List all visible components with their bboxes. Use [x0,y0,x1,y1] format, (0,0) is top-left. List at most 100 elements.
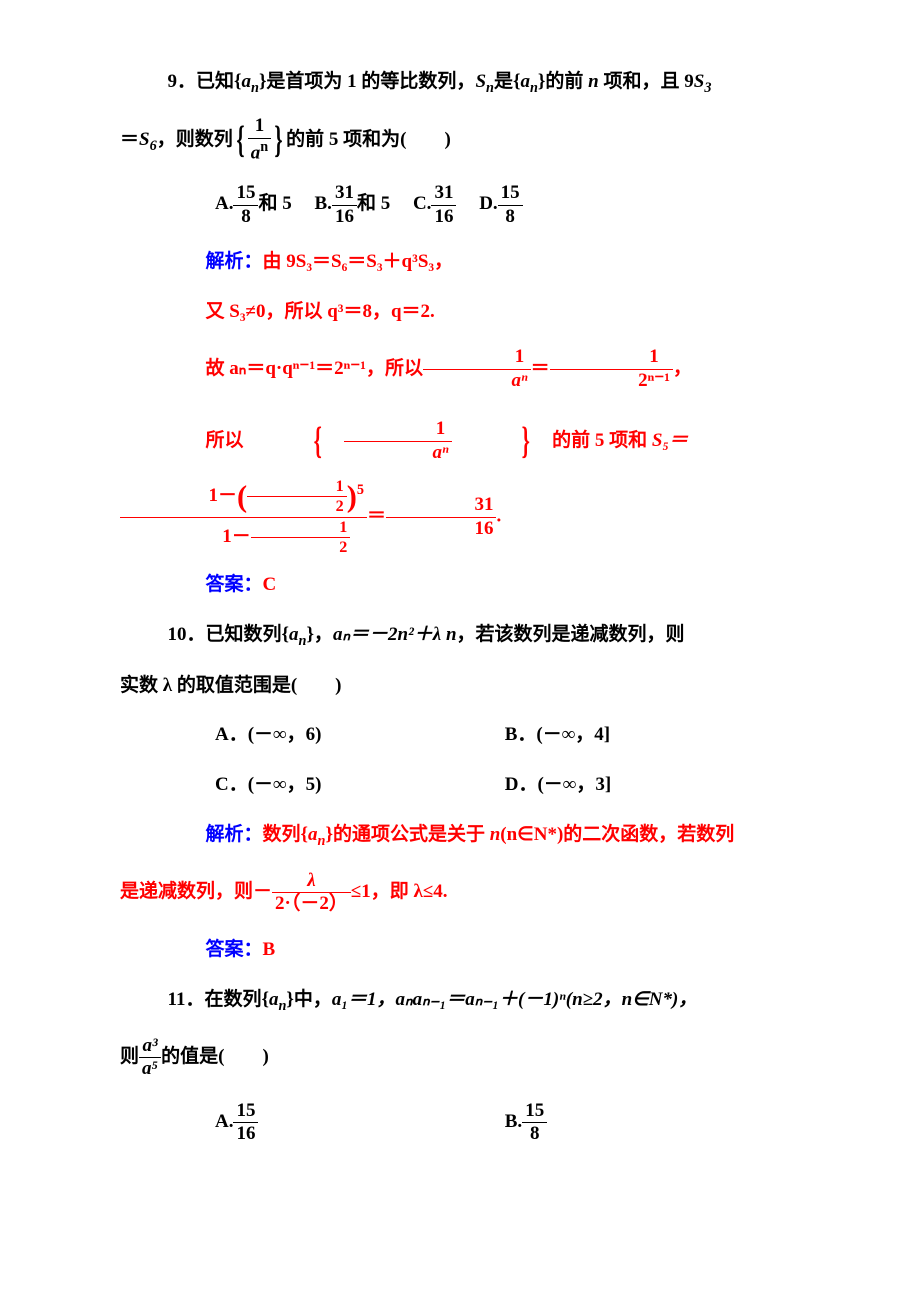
inner-fraction: 12 [247,477,347,517]
option-d: D．(－∞，3] [505,763,611,807]
denominator: a⁵ [139,1058,161,1081]
q11-stem-line2: 则a³a⁵的值是( ) [120,1028,820,1087]
fraction: λ2·（－2） [272,870,351,917]
var-n: n [446,624,457,645]
solution-label: 解析： [206,251,263,272]
numerator: 1 [248,115,271,139]
text: (n∈N*)的二次函数，若数列 [500,824,734,845]
q10-solution-line1: 解析：数列{an}的通项公式是关于 n(n∈N*)的二次函数，若数列 [120,813,820,858]
text: 11．在数列{ [168,989,269,1010]
label: D. [479,193,497,214]
text: 则 [120,1046,139,1067]
q9-answer: 答案：C [120,563,820,607]
text: }， [306,624,333,645]
var-S: S [694,71,705,92]
var-a: a [251,142,261,163]
sub-n: n [251,80,259,96]
fraction: 3116 [431,182,456,229]
eq: ＝ [531,358,550,379]
text: 1－ [209,485,238,506]
text: 数列{ [263,824,309,845]
fraction: 3116 [386,494,497,541]
brace-right-icon: } [275,123,283,157]
numerator: 15 [522,1100,547,1124]
q9-solution-line3: 故 aₙ＝q·qⁿ⁻¹＝2ⁿ⁻¹，所以1aⁿ＝12ⁿ⁻¹， [120,340,820,399]
q11-stem-line1: 11．在数列{an}中，a₁＝1，aₙaₙ₋₁＝aₙ₋₁＋(－1)ⁿ(n≥2，n… [120,978,820,1023]
numerator: a³ [139,1035,161,1059]
q9-stem-line1: 9．已知{an}是首项为 1 的等比数列，Sn是{an}的前 n 项和，且 9S… [120,60,820,105]
text: 故 [206,358,230,379]
var-a: a [308,824,318,845]
q10-options-row1: A．(－∞，6) B．(－∞，4] [120,713,820,757]
brace-left-icon: { [266,424,321,458]
option-a: A．(－∞，6) [215,713,500,757]
numerator: 1－(12)5 [120,477,367,518]
eq: ＝ [367,505,386,526]
option-b: B.158 [505,1093,547,1152]
numerator: 1 [344,418,452,442]
text: ， [673,358,692,379]
sub-6: 6 [150,137,157,153]
eq: ＝ [120,129,139,150]
period: . [496,505,501,526]
paren-right-icon: ) [347,479,357,513]
var-S: S [139,129,150,150]
fraction: 158 [233,182,258,229]
tail: 和 5 [258,193,291,214]
fraction: 1516 [233,1100,258,1147]
denominator: aⁿ [423,370,531,393]
fraction: 1an [248,115,271,165]
exponent: 5 [357,482,364,498]
numerator: λ [272,870,351,894]
denominator: 16 [233,1123,258,1146]
fraction: 1aⁿ [423,346,531,393]
numerator: 15 [233,182,258,206]
q10-options-row2: C．(－∞，5) D．(－∞，3] [120,763,820,807]
q11-options: A.1516 B.158 [120,1093,820,1152]
denominator: 2·（－2） [272,893,351,916]
big-fraction: 1－(12)51－12 [120,477,367,558]
sub-n: n [530,80,538,96]
option-b: B．(－∞，4] [505,713,610,757]
text: ，所以 [366,358,423,379]
option-a: A.1516 [215,1093,500,1152]
label: C. [413,193,431,214]
denominator: 2 [251,538,351,557]
sup-n: n [260,139,268,155]
text: ，则数列 [157,129,233,150]
numerator: 31 [431,182,456,206]
denominator: 16 [332,206,357,229]
option-d: D.158 [479,175,522,234]
q10-stem-line1: 10．已知数列{an}，aₙ＝－2n²＋λ n，若该数列是递减数列，则 [120,613,820,658]
answer-value: C [263,574,277,595]
var-a: a [242,71,252,92]
expr: aₙ＝q·qⁿ⁻¹＝2ⁿ⁻¹ [229,358,366,379]
q9-solution-line4: 所以{1aⁿ}的前 5 项和 S₅＝1－(12)51－12＝3116. [120,405,820,558]
q9-options: A.158和 5 B.3116和 5 C.3116 D.158 [120,175,820,234]
denominator: an [248,139,271,165]
fraction: 12ⁿ⁻¹ [550,346,673,393]
option-c: C．(－∞，5) [215,763,500,807]
var-a: a [520,71,530,92]
lambda: λ [433,624,441,645]
option-b: B.3116和 5 [315,175,391,234]
var-S5: S₅＝ [652,430,688,451]
sub-3: 3 [704,80,711,96]
text: 所以 [206,430,244,451]
q10-solution-line2: 是递减数列，则－λ2·（－2）≤1，即 λ≤4. [120,863,820,922]
var-n: n [490,824,501,845]
answer-value: B [263,939,276,960]
var-n: n [588,71,599,92]
option-a: A.158和 5 [215,175,292,234]
var-a: a [289,624,299,645]
text: 1－ [222,526,251,547]
denominator: 1－12 [120,518,367,558]
tail: 和 5 [357,193,390,214]
text: 是递减数列，则－ [120,881,272,902]
text: 是{ [494,71,521,92]
q9-stem-line2: ＝S6，则数列{1an}的前 5 项和为( ) [120,111,820,170]
solution-text: 数列{an}的通项公式是关于 n(n∈N*)的二次函数，若数列 [263,824,735,845]
label: A. [215,1111,233,1132]
text: 的值是( ) [161,1046,269,1067]
label: B. [505,1111,522,1132]
